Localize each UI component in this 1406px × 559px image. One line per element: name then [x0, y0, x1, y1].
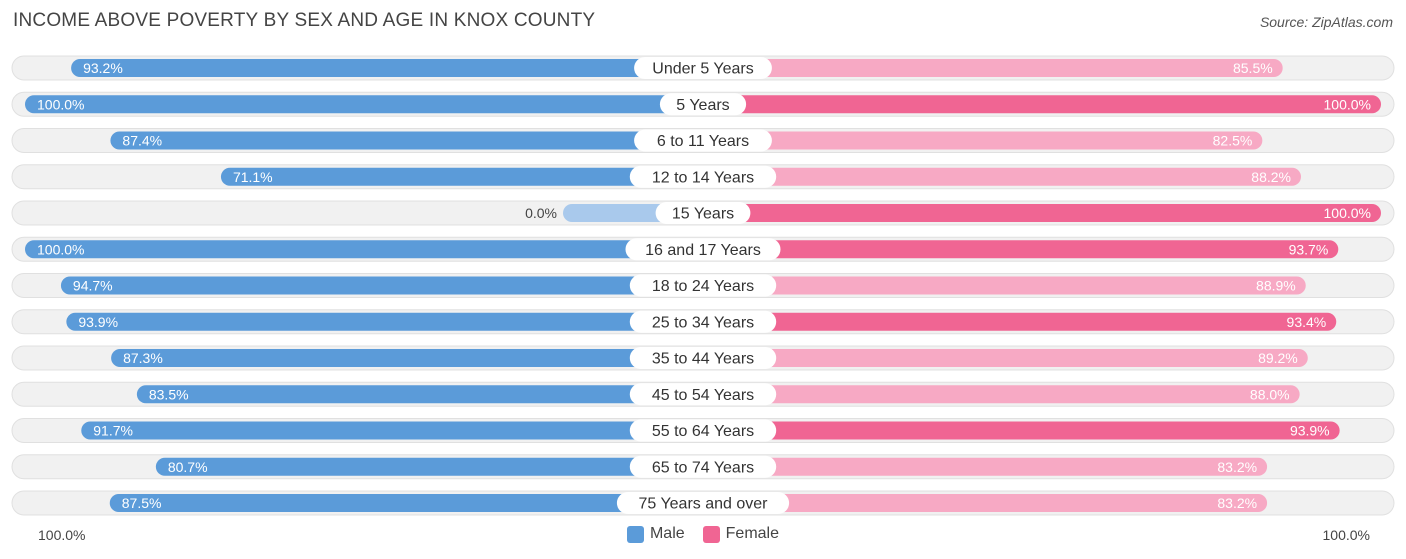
legend-label-female: Female [725, 525, 780, 542]
chart-svg: 93.2% 85.5% Under 5 Years 100.0% 100.0% 5 Yea… [11, 55, 1395, 516]
female-value-label: 82.5% [1213, 133, 1253, 149]
male-value-label: 87.4% [122, 133, 162, 149]
male-value-label: 94.7% [73, 278, 113, 294]
category-label-bg [629, 455, 777, 478]
male-value-label: 100.0% [37, 241, 84, 257]
male-value-label: 83.5% [149, 386, 189, 402]
male-value-label: 80.7% [168, 459, 208, 475]
male-value-label: 100.0% [37, 96, 84, 112]
female-value-label: 93.9% [1290, 423, 1330, 439]
category-label-bg [629, 383, 777, 406]
category-label-bg [634, 57, 772, 79]
axis-right-label: 100.0% [1322, 527, 1370, 543]
male-value-label: 87.5% [122, 495, 162, 511]
male-value-label: 0.0% [525, 205, 557, 221]
female-bar [703, 312, 1337, 331]
male-bar [25, 240, 703, 259]
female-value-label: 88.9% [1256, 278, 1296, 294]
category-label-bg [629, 310, 777, 333]
source-note: Source: ZipAtlas.com [1259, 14, 1393, 30]
male-bar [155, 457, 703, 476]
female-value-label: 93.7% [1289, 241, 1329, 257]
category-label-bg [655, 202, 751, 224]
female-bar [703, 457, 1268, 476]
female-value-label: 93.4% [1287, 314, 1327, 330]
category-label-bg [659, 93, 747, 116]
male-bar [81, 421, 704, 440]
female-value-label: 88.2% [1251, 169, 1291, 185]
category-label-bg [625, 238, 781, 261]
female-bar [703, 167, 1301, 186]
female-bar [703, 131, 1263, 150]
female-value-label: 100.0% [1324, 205, 1371, 221]
male-bar [66, 312, 703, 331]
category-label: 25 to 34 Years [652, 314, 754, 331]
male-bar [220, 167, 703, 186]
male-bar [136, 385, 703, 404]
category-label-bg [629, 419, 777, 442]
female-value-label: 85.5% [1233, 60, 1273, 76]
category-label: 65 to 74 Years [652, 459, 754, 476]
category-label: 5 Years [676, 97, 729, 114]
female-bar [703, 421, 1340, 440]
category-label: 35 to 44 Years [652, 351, 754, 368]
male-value-label: 87.3% [123, 350, 163, 366]
male-bar [110, 131, 704, 150]
female-value-label: 88.0% [1250, 386, 1290, 402]
category-label-bg [629, 274, 777, 297]
category-label-bg [616, 492, 790, 514]
category-label: Under 5 Years [652, 61, 753, 78]
female-bar [703, 349, 1308, 367]
legend-item-male[interactable]: Male [626, 525, 685, 543]
female-bar [703, 240, 1339, 259]
legend: Male Female [0, 525, 1406, 543]
female-value-label: 83.2% [1217, 495, 1257, 511]
female-value-label: 83.2% [1217, 459, 1257, 475]
female-bar [703, 385, 1300, 404]
category-label: 18 to 24 Years [652, 278, 754, 295]
female-bar [703, 276, 1306, 295]
male-value-label: 93.9% [78, 314, 118, 330]
category-label: 55 to 64 Years [652, 423, 754, 440]
category-label: 15 Years [672, 206, 734, 223]
legend-swatch-female [702, 525, 720, 543]
male-value-label: 93.2% [83, 60, 123, 76]
category-label: 6 to 11 Years [657, 133, 749, 150]
female-bar [703, 494, 1268, 512]
category-label-bg [629, 165, 777, 188]
category-label: 45 to 54 Years [652, 387, 754, 404]
category-label-bg [629, 347, 777, 369]
female-value-label: 100.0% [1324, 96, 1371, 112]
category-label: 16 and 17 Years [645, 242, 761, 259]
male-bar [71, 59, 703, 77]
male-bar [60, 276, 703, 295]
legend-label-male: Male [649, 525, 685, 542]
legend-item-female[interactable]: Female [702, 525, 780, 543]
female-bar [703, 59, 1283, 77]
male-bar [25, 95, 703, 114]
axis-left-label: 100.0% [38, 527, 86, 543]
female-bar [703, 95, 1381, 114]
male-bar [109, 494, 703, 512]
male-bar [111, 349, 703, 367]
female-value-label: 89.2% [1258, 350, 1298, 366]
category-label: 75 Years and over [639, 496, 769, 513]
male-value-label: 71.1% [233, 169, 273, 185]
category-label: 12 to 14 Years [652, 169, 754, 186]
legend-swatch-male [626, 525, 644, 543]
category-label-bg [634, 129, 772, 152]
female-bar [703, 204, 1381, 222]
male-value-label: 91.7% [93, 423, 133, 439]
chart-title: INCOME ABOVE POVERTY BY SEX AND AGE IN K… [13, 10, 596, 31]
